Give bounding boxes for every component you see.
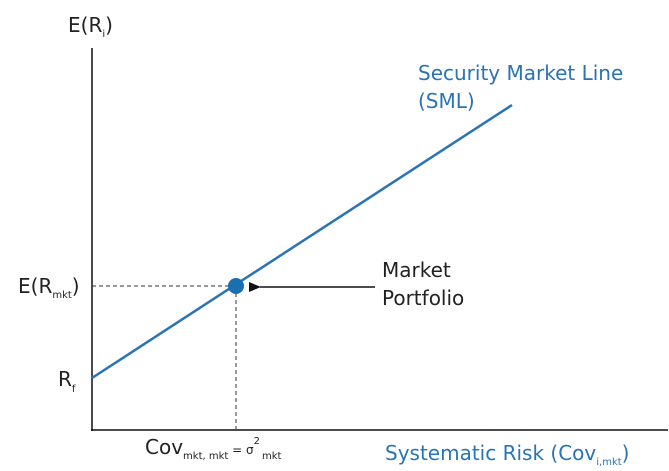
- market-return-label: E(Rmkt): [18, 274, 80, 301]
- market-point: [228, 278, 244, 294]
- risk-free-label: Rf: [58, 367, 76, 395]
- sml-label: (SML): [418, 89, 475, 113]
- sml-label: Security Market Line: [418, 61, 623, 85]
- market-portfolio-label: Portfolio: [382, 286, 464, 310]
- y-axis-label: E(Ri): [68, 13, 113, 40]
- sml-line: [91, 103, 513, 380]
- market-portfolio-label: Market: [382, 258, 451, 282]
- market-cov-label: Covmkt, mkt = σ2mkt: [145, 435, 282, 462]
- x-axis-label: Systematic Risk (Covi,mkt): [385, 441, 629, 468]
